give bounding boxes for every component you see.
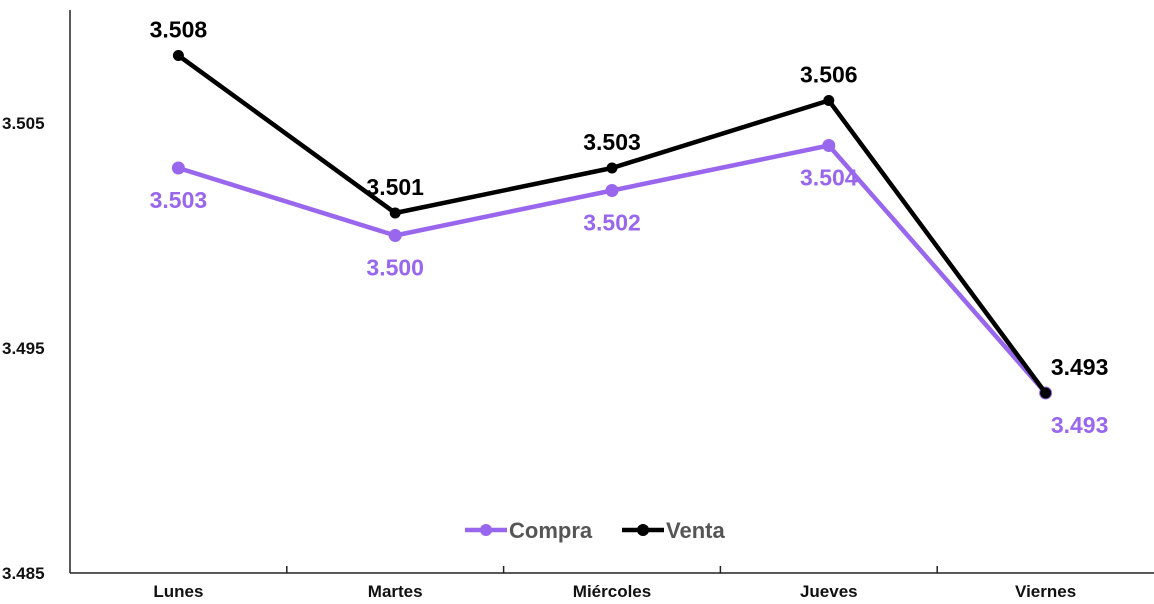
- legend-label-venta: Venta: [666, 518, 725, 543]
- x-tick-label: Jueves: [800, 582, 858, 601]
- data-label-compra: 3.493: [1051, 412, 1109, 438]
- x-tick-label: Martes: [368, 582, 423, 601]
- data-point-compra: [605, 184, 619, 197]
- data-point-compra: [388, 229, 402, 242]
- data-point-venta: [823, 95, 835, 106]
- x-tick-label: Viernes: [1015, 582, 1076, 601]
- data-labels: 3.503 3.500 3.502 3.504 3.493 3.508 3.501 3.503…: [150, 17, 1109, 439]
- y-tick-label: 3.495: [2, 339, 45, 358]
- data-label-venta: 3.493: [1051, 354, 1109, 380]
- y-tick-label: 3.505: [2, 114, 45, 133]
- data-point-venta: [389, 207, 401, 219]
- legend-label-compra: Compra: [509, 518, 593, 543]
- data-point-compra: [171, 161, 185, 175]
- data-label-venta: 3.501: [366, 174, 424, 200]
- legend-swatch-marker: [480, 524, 492, 536]
- legend: Compra Venta: [465, 518, 725, 543]
- data-label-compra: 3.503: [150, 187, 208, 213]
- x-tick-label: Miércoles: [573, 582, 651, 601]
- legend-swatch-marker: [637, 524, 649, 536]
- series-layer: [171, 50, 1053, 400]
- data-point-venta: [606, 162, 618, 174]
- x-axis-ticks: [286, 566, 938, 573]
- series-line-compra: [177, 143, 1048, 395]
- data-label-compra: 3.500: [366, 255, 424, 281]
- y-axis-tick-labels: 3.485 3.495 3.505: [2, 114, 45, 583]
- data-label-compra: 3.504: [800, 165, 858, 191]
- x-tick-label: Lunes: [153, 582, 203, 601]
- data-label-venta: 3.506: [800, 62, 858, 88]
- data-point-compra: [822, 139, 836, 152]
- data-point-venta: [1040, 387, 1052, 399]
- x-axis-tick-labels: Lunes Martes Miércoles Jueves Viernes: [153, 582, 1076, 601]
- data-label-venta: 3.508: [150, 17, 208, 43]
- y-tick-label: 3.485: [2, 564, 45, 583]
- data-label-venta: 3.503: [583, 129, 641, 155]
- data-label-compra: 3.502: [583, 210, 641, 236]
- data-point-venta: [172, 50, 184, 61]
